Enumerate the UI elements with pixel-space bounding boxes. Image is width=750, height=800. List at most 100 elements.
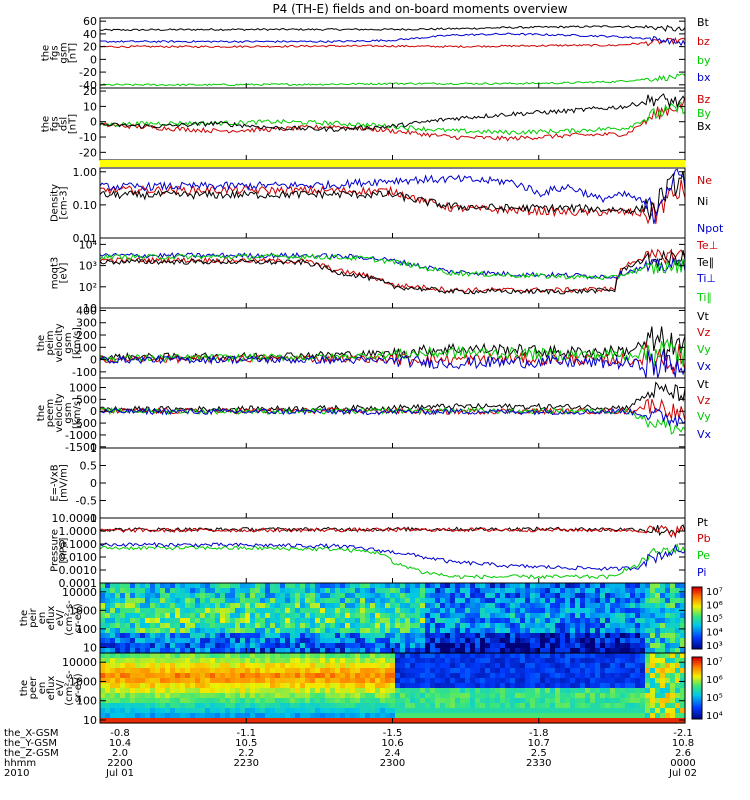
spectrogram-cell bbox=[555, 588, 561, 594]
spectrogram-cell bbox=[620, 648, 626, 654]
y-tick-label: 20 bbox=[83, 85, 97, 98]
spectrogram-cell bbox=[440, 638, 446, 644]
spectrogram-cell bbox=[180, 683, 186, 689]
spectrogram-cell bbox=[365, 633, 371, 639]
spectrogram-cell bbox=[390, 613, 396, 619]
spectrogram-cell bbox=[330, 598, 336, 604]
spectrogram-cell bbox=[620, 613, 626, 619]
spectrogram-cell bbox=[620, 598, 626, 604]
spectrogram-cell bbox=[220, 718, 226, 724]
spectrogram-cell bbox=[635, 603, 641, 609]
spectrogram-cell bbox=[320, 698, 326, 704]
spectrogram-cell bbox=[675, 688, 681, 694]
spectrogram-cell bbox=[245, 718, 251, 724]
spectrogram-cell bbox=[450, 663, 456, 669]
spectrogram-cell bbox=[405, 683, 411, 689]
spectrogram-cell bbox=[225, 708, 231, 714]
spectrogram-cell bbox=[530, 693, 536, 699]
spectrogram-cell bbox=[225, 648, 231, 654]
spectrogram-cell bbox=[125, 693, 131, 699]
spectrogram-cell bbox=[675, 718, 681, 724]
spectrogram-cell bbox=[675, 698, 681, 704]
spectrogram-cell bbox=[305, 613, 311, 619]
spectrogram-cell bbox=[200, 628, 206, 634]
colorbar-segment bbox=[692, 638, 702, 642]
spectrogram-cell bbox=[490, 588, 496, 594]
spectrogram-cell bbox=[100, 628, 106, 634]
spectrogram-cell bbox=[560, 603, 566, 609]
spectrogram-cell bbox=[235, 633, 241, 639]
spectrogram-cell bbox=[320, 703, 326, 709]
panel-frame bbox=[99, 307, 686, 379]
spectrogram-cell bbox=[630, 703, 636, 709]
spectrogram-cell bbox=[220, 668, 226, 674]
spectrogram-cell bbox=[600, 593, 606, 599]
spectrogram-cell bbox=[385, 608, 391, 614]
spectrogram-cell bbox=[345, 653, 351, 659]
spectrogram-cell bbox=[460, 608, 466, 614]
spectrogram-cell bbox=[580, 663, 586, 669]
spectrogram-cell bbox=[310, 598, 316, 604]
spectrogram-cell bbox=[555, 653, 561, 659]
spectrogram-cell bbox=[200, 648, 206, 654]
spectrogram-cell bbox=[340, 598, 346, 604]
spectrogram-cell bbox=[145, 653, 151, 659]
spectrogram-cell bbox=[255, 673, 261, 679]
spectrogram-cell bbox=[330, 653, 336, 659]
spectrogram-cell bbox=[370, 623, 376, 629]
spectrogram-cell bbox=[535, 593, 541, 599]
spectrogram-cell bbox=[555, 628, 561, 634]
spectrogram-cell bbox=[260, 718, 266, 724]
spectrogram-cell bbox=[595, 718, 601, 724]
spectrogram-cell bbox=[670, 678, 676, 684]
spectrogram-cell bbox=[365, 693, 371, 699]
spectrogram-cell bbox=[445, 718, 451, 724]
spectrogram-cell bbox=[655, 623, 661, 629]
spectrogram-cell bbox=[350, 633, 356, 639]
spectrogram-cell bbox=[500, 663, 506, 669]
spectrogram-cell bbox=[180, 628, 186, 634]
spectrogram-cell bbox=[580, 583, 586, 589]
spectrogram-cell bbox=[645, 593, 651, 599]
spectrogram-cell bbox=[160, 623, 166, 629]
spectrogram-cell bbox=[300, 638, 306, 644]
spectrogram-cell bbox=[550, 673, 556, 679]
spectrogram-cell bbox=[650, 683, 656, 689]
spectrogram-cell bbox=[640, 603, 646, 609]
spectrogram-cell bbox=[610, 603, 616, 609]
spectrogram-cell bbox=[460, 658, 466, 664]
spectrogram-cell bbox=[530, 703, 536, 709]
spectrogram-cell bbox=[320, 648, 326, 654]
spectrogram-cell bbox=[225, 613, 231, 619]
spectrogram-cell bbox=[200, 698, 206, 704]
spectrogram-cell bbox=[185, 668, 191, 674]
spectrogram-cell bbox=[475, 663, 481, 669]
spectrogram-cell bbox=[300, 618, 306, 624]
spectrogram-cell bbox=[235, 673, 241, 679]
spectrogram-cell bbox=[415, 718, 421, 724]
spectrogram-cell bbox=[335, 658, 341, 664]
spectrogram-cell bbox=[595, 638, 601, 644]
y-axis-label: fgs bbox=[50, 45, 61, 60]
spectrogram-cell bbox=[335, 643, 341, 649]
spectrogram-cell bbox=[400, 678, 406, 684]
spectrogram-cell bbox=[155, 718, 161, 724]
spectrogram-cell bbox=[500, 613, 506, 619]
spectrogram-cell bbox=[655, 598, 661, 604]
spectrogram-cell bbox=[105, 598, 111, 604]
series-line-bx bbox=[99, 32, 686, 47]
spectrogram-cell bbox=[335, 613, 341, 619]
spectrogram-cell bbox=[235, 623, 241, 629]
colorbar-tick-label: 10⁶ bbox=[706, 601, 723, 612]
spectrogram-cell bbox=[390, 673, 396, 679]
colorbar-segment bbox=[692, 669, 702, 672]
y-axis-label: peim bbox=[45, 330, 56, 355]
spectrogram-cell bbox=[610, 628, 616, 634]
spectrogram-cell bbox=[115, 583, 121, 589]
spectrogram-cell bbox=[140, 628, 146, 634]
spectrogram-cell bbox=[405, 663, 411, 669]
spectrogram-cell bbox=[245, 603, 251, 609]
spectrogram-cell bbox=[390, 643, 396, 649]
spectrogram-cell bbox=[190, 638, 196, 644]
spectrogram-cell bbox=[545, 653, 551, 659]
